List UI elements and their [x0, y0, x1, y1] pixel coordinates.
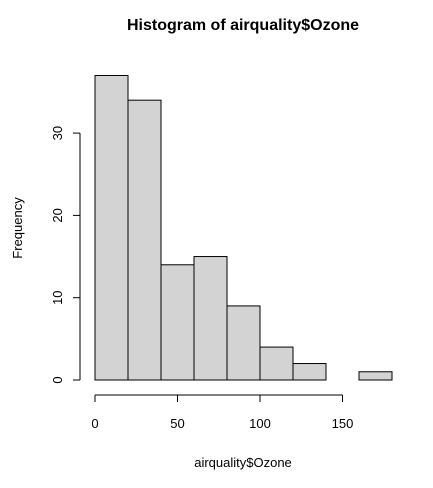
histogram-bar-120-140 — [292, 363, 327, 381]
y-tick-label-0: 0 — [50, 376, 65, 383]
y-axis-title: Frequency — [10, 197, 25, 259]
x-tick-label-50: 50 — [170, 416, 184, 431]
x-axis: 0 50 100 150 — [91, 394, 354, 431]
x-tick-label-0: 0 — [91, 416, 98, 431]
histogram-bar-40-60 — [160, 264, 195, 381]
histogram-bar-60-80 — [193, 256, 228, 381]
chart-title: Histogram of airquality$Ozone — [127, 17, 359, 34]
y-axis: 0 10 20 30 — [50, 126, 81, 384]
x-tick-label-150: 150 — [332, 416, 354, 431]
bars-group — [94, 74, 393, 381]
x-axis-title: airquality$Ozone — [194, 455, 292, 470]
y-tick-label-10: 10 — [50, 290, 65, 304]
histogram-bar-0-20 — [94, 74, 129, 381]
y-tick-label-30: 30 — [50, 126, 65, 140]
histogram-bar-20-40 — [127, 99, 162, 381]
y-tick-label-20: 20 — [50, 208, 65, 222]
x-tick-label-100: 100 — [249, 416, 271, 431]
histogram-bar-80-100 — [226, 305, 261, 381]
histogram-bar-160-180 — [358, 371, 393, 381]
histogram-bar-100-120 — [259, 346, 294, 381]
